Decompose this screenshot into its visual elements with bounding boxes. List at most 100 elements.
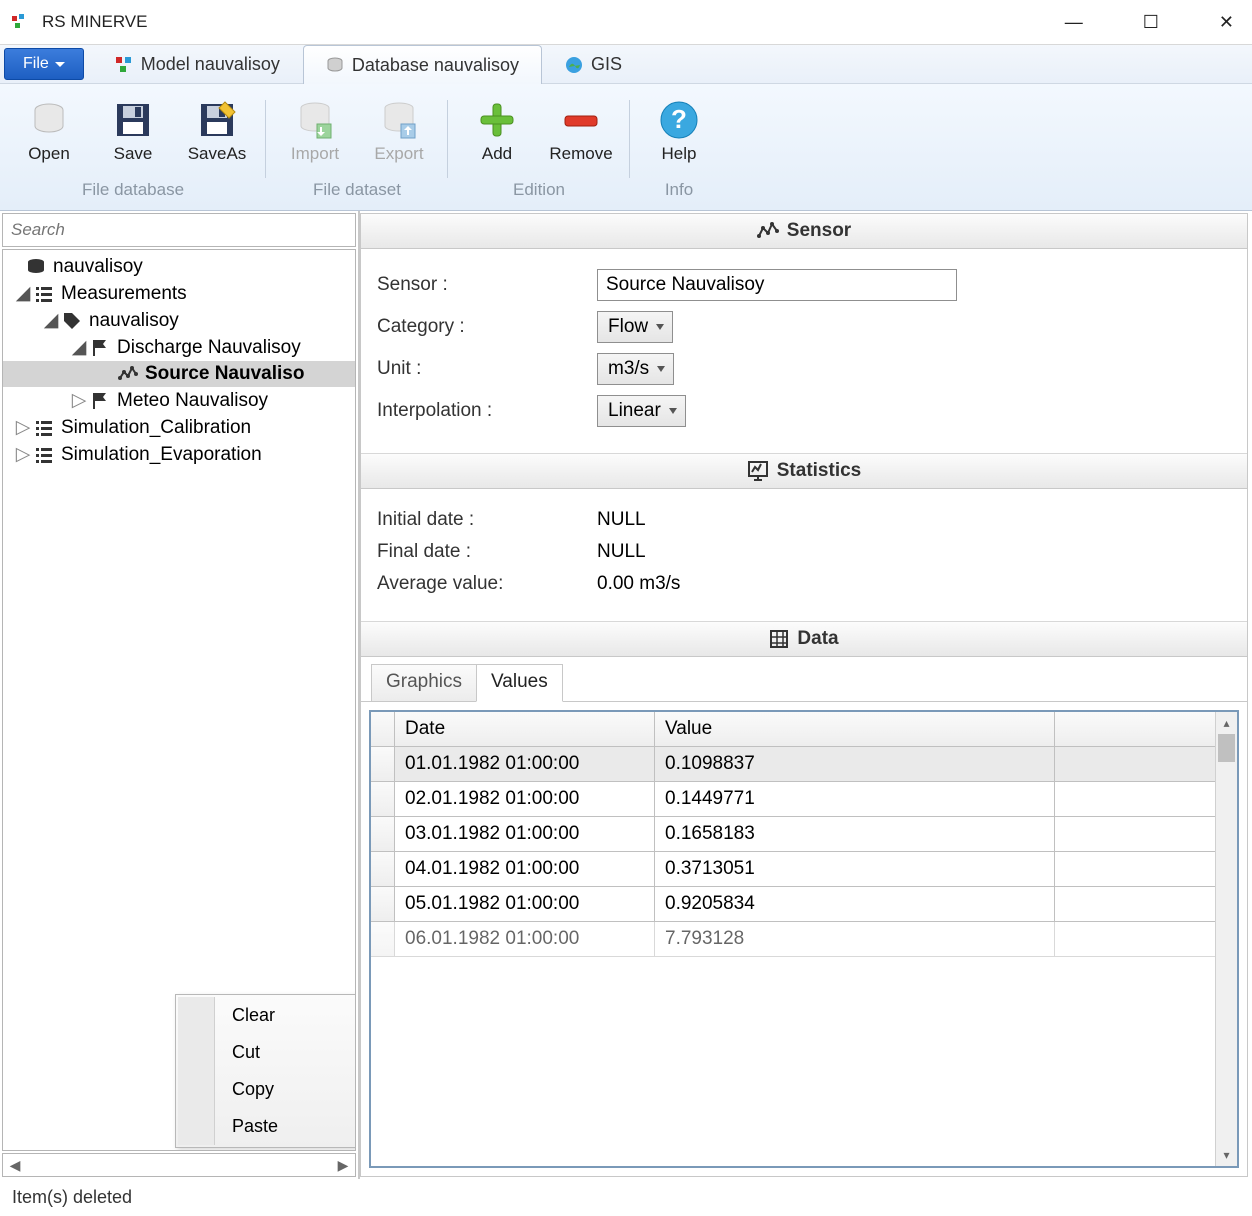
table-row[interactable]: 04.01.1982 01:00:00 0.3713051 [371,852,1215,887]
expand-icon[interactable]: ▷ [15,416,31,439]
saveas-icon [193,96,241,144]
tab-database[interactable]: Database nauvalisoy [303,45,542,84]
table-row[interactable]: 05.01.1982 01:00:00 0.9205834 [371,887,1215,922]
tree-nauvalisoy-tag[interactable]: nauvalisoy [89,310,179,332]
ctx-cut[interactable]: Cut [176,1034,356,1071]
collapse-icon[interactable]: ◢ [43,309,59,332]
category-label: Category : [377,316,597,338]
saveas-button[interactable]: SaveAs [178,92,256,166]
table-row[interactable]: 01.01.1982 01:00:00 0.1098837 [371,747,1215,782]
open-button[interactable]: Open [10,92,88,166]
interpolation-label: Interpolation : [377,400,597,422]
tree-sim-evaporation[interactable]: Simulation_Evaporation [61,444,262,466]
data-header-label: Data [797,628,838,650]
statistics-header-label: Statistics [777,460,861,482]
remove-label: Remove [549,144,612,164]
minimize-button[interactable]: — [1059,12,1089,33]
table-row[interactable]: 06.01.1982 01:00:00 7.793128 [371,922,1215,957]
group-info: Info [665,180,693,200]
expand-icon[interactable]: ▷ [15,443,31,466]
col-value[interactable]: Value [655,712,1055,746]
remove-button[interactable]: Remove [542,92,620,166]
scroll-up-icon[interactable]: ▴ [1216,712,1237,734]
data-grid[interactable]: Date Value 01.01.1982 01:00:00 0.1098837… [371,712,1215,1166]
tag-icon [61,310,83,332]
import-icon [291,96,339,144]
grid-icon [769,629,789,649]
tree-view[interactable]: nauvalisoy ◢ Measurements ◢ nauvalisoy ◢… [2,249,356,1151]
ctx-clear[interactable]: Clear [176,997,356,1034]
save-label: Save [114,144,153,164]
saveas-label: SaveAs [188,144,247,164]
interpolation-select[interactable]: Linear [597,395,686,427]
import-button: Import [276,92,354,166]
scroll-left-icon[interactable]: ◀ [3,1154,27,1176]
expand-icon[interactable]: ▷ [71,389,87,412]
save-button[interactable]: Save [94,92,172,166]
unit-select[interactable]: m3/s [597,353,674,385]
ctx-copy[interactable]: Copy [176,1071,356,1108]
horizontal-scrollbar[interactable]: ◀ ▶ [2,1153,356,1177]
series-icon [117,363,139,385]
tree-meteo[interactable]: Meteo Nauvalisoy [117,390,268,412]
flag-icon [89,390,111,412]
group-file-dataset: File dataset [313,180,401,200]
sensor-input[interactable] [597,269,957,301]
add-icon [473,96,521,144]
series-icon [757,220,779,242]
add-label: Add [482,144,512,164]
collapse-icon[interactable]: ◢ [71,336,87,359]
database-icon [25,256,47,278]
search-input[interactable] [3,214,355,246]
scroll-thumb[interactable] [1218,734,1235,762]
avg-label: Average value: [377,573,597,595]
tab-values[interactable]: Values [476,664,563,702]
add-button[interactable]: Add [458,92,536,166]
collapse-icon[interactable]: ◢ [15,282,31,305]
final-date-label: Final date : [377,541,597,563]
help-button[interactable]: ? Help [640,92,718,166]
close-button[interactable]: ✕ [1213,12,1240,33]
svg-text:?: ? [671,104,687,134]
tab-model-label: Model nauvalisoy [141,54,280,75]
vertical-scrollbar[interactable]: ▴ ▾ [1215,712,1237,1166]
scroll-right-icon[interactable]: ▶ [331,1154,355,1176]
tree-discharge[interactable]: Discharge Nauvalisoy [117,337,301,359]
search-box[interactable] [2,213,356,247]
final-date-value: NULL [597,541,646,563]
database-icon [326,56,344,74]
tab-database-label: Database nauvalisoy [352,55,519,76]
open-label: Open [28,144,70,164]
avg-value: 0.00 m3/s [597,573,680,595]
remove-icon [557,96,605,144]
category-select[interactable]: Flow [597,311,673,343]
tree-sim-calibration[interactable]: Simulation_Calibration [61,417,251,439]
import-label: Import [291,144,339,164]
status-text: Item(s) deleted [12,1187,132,1207]
col-date[interactable]: Date [395,712,655,746]
initial-date-label: Initial date : [377,509,597,531]
tab-gis-label: GIS [591,54,622,75]
gis-icon [565,56,583,74]
tree-root[interactable]: nauvalisoy [53,256,143,278]
tree-measurements[interactable]: Measurements [61,283,187,305]
maximize-button[interactable]: ☐ [1137,12,1165,33]
table-row[interactable]: 03.01.1982 01:00:00 0.1658183 [371,817,1215,852]
model-icon [115,56,133,74]
help-label: Help [662,144,697,164]
table-row[interactable]: 02.01.1982 01:00:00 0.1449771 [371,782,1215,817]
export-button: Export [360,92,438,166]
stats-icon [747,460,769,482]
tab-graphics[interactable]: Graphics [371,664,477,702]
ctx-paste[interactable]: Paste [176,1108,356,1145]
scroll-down-icon[interactable]: ▾ [1216,1144,1237,1166]
tab-model[interactable]: Model nauvalisoy [92,45,303,83]
group-edition: Edition [513,180,565,200]
open-icon [25,96,73,144]
export-label: Export [374,144,423,164]
tab-gis[interactable]: GIS [542,45,645,83]
file-menu-label: File [23,55,49,73]
export-icon [375,96,423,144]
tree-source[interactable]: Source Nauvaliso [145,363,304,385]
file-menu[interactable]: File [4,48,84,80]
